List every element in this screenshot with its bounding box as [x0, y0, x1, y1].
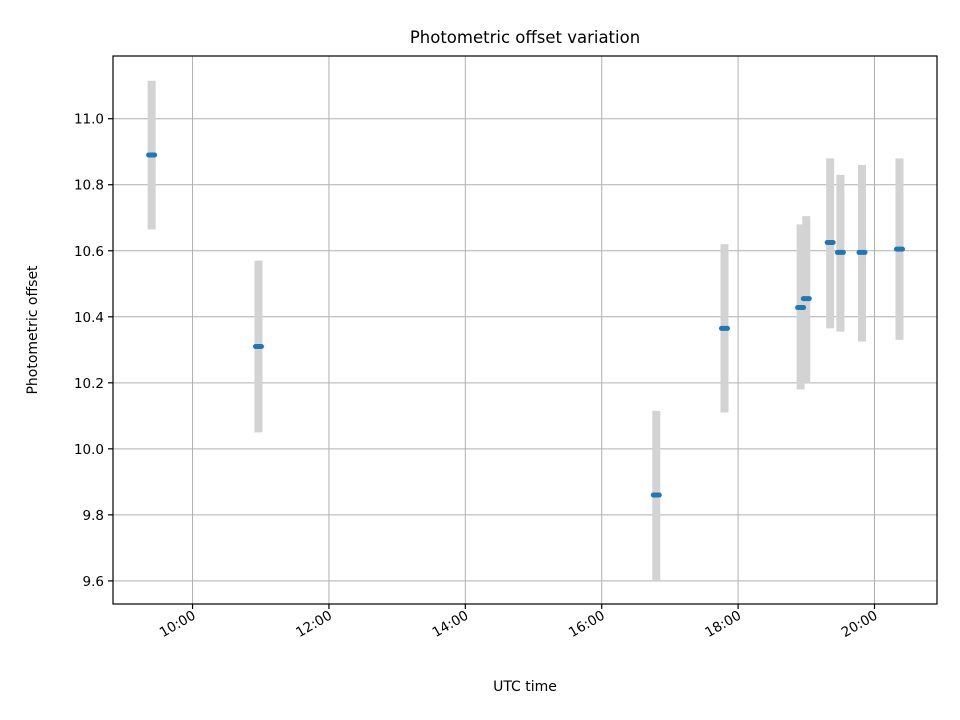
y-tick-label: 10.2	[74, 376, 104, 392]
plot-frame	[112, 55, 938, 605]
y-tick-label: 10.0	[74, 442, 104, 458]
y-tick-label: 10.8	[74, 178, 104, 194]
y-tick-label: 10.6	[74, 244, 104, 260]
data-layer	[146, 80, 905, 581]
y-tick-label: 9.6	[83, 574, 104, 590]
y-tick-label: 9.8	[83, 508, 104, 524]
y-axis-label: Photometric offset	[25, 265, 41, 395]
y-tick-label: 10.4	[74, 310, 104, 326]
chart-title: Photometric offset variation	[410, 28, 640, 47]
x-axis-label: UTC time	[493, 679, 557, 695]
y-tick-label: 11.0	[74, 112, 104, 128]
grid-layer	[113, 56, 937, 604]
